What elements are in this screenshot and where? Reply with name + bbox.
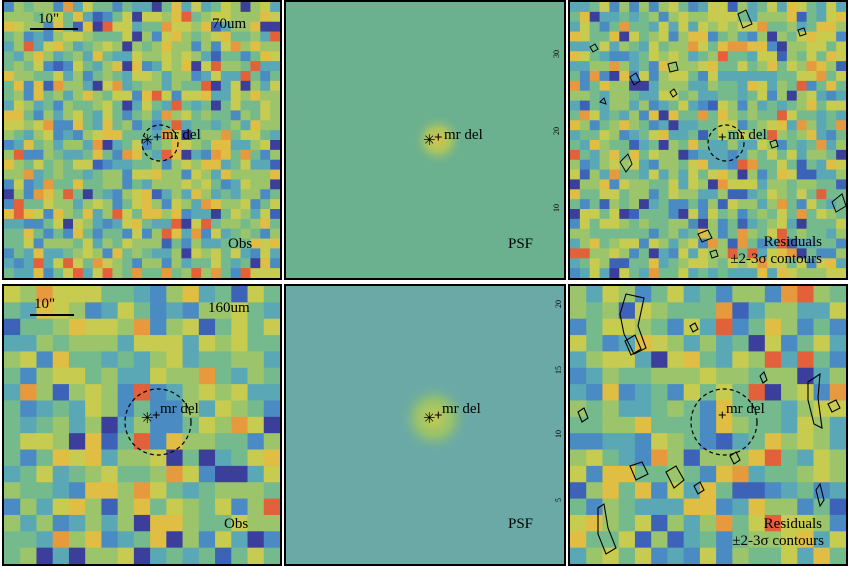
residuals-160um-panel: + mr del Residuals ±2-3σ contours xyxy=(568,284,848,566)
asterisk-icon: ✳ xyxy=(423,133,436,149)
panel-label: Residuals xyxy=(763,516,822,532)
plus-icon: + xyxy=(434,130,443,146)
plus-icon: + xyxy=(718,130,727,146)
aperture-circle xyxy=(124,388,192,456)
obs-70um-panel: 10" 70um ✳ + mr del Obs xyxy=(2,0,282,280)
aperture-circle xyxy=(707,124,745,162)
panel-label: Obs xyxy=(228,236,253,252)
axis-tick: 20 xyxy=(554,300,563,308)
source-name: mr del xyxy=(444,127,483,143)
obs-160um-map xyxy=(4,286,280,564)
psf-160um-panel: 20 15 10 5 ✳ + mr del PSF xyxy=(284,284,566,566)
psf-70um-image xyxy=(286,2,564,278)
contour-overlay xyxy=(577,293,841,555)
aperture-circle xyxy=(690,388,758,456)
source-name: mr del xyxy=(160,401,199,417)
psf-70um-panel: 30 20 10 ✳ + mr del PSF xyxy=(284,0,566,280)
plus-icon: + xyxy=(718,408,727,424)
band-label: 160um xyxy=(208,300,250,316)
source-name: mr del xyxy=(162,127,201,143)
residuals-160um-map xyxy=(570,286,846,564)
source-name: mr del xyxy=(442,401,481,417)
panel-sublabel: ±2-3σ contours xyxy=(730,251,822,267)
asterisk-icon: ✳ xyxy=(141,411,154,427)
plus-icon: + xyxy=(153,130,162,146)
panel-label: Obs xyxy=(224,516,249,532)
axis-tick: 15 xyxy=(554,366,563,374)
scale-bar-label: 10" xyxy=(34,296,56,312)
obs-160um-panel: 10" 160um ✳ + mr del Obs xyxy=(2,284,282,566)
axis-tick: 30 xyxy=(552,50,561,58)
source-name: mr del xyxy=(726,401,765,417)
panel-label: PSF xyxy=(508,236,534,252)
band-label: 70um xyxy=(212,16,247,32)
panel-label: Residuals xyxy=(763,234,822,250)
panel-label: PSF xyxy=(508,516,534,532)
asterisk-icon: ✳ xyxy=(141,133,154,149)
contour-overlay xyxy=(589,9,846,259)
scale-bar xyxy=(30,28,78,30)
plus-icon: + xyxy=(152,408,161,424)
axis-tick: 20 xyxy=(552,127,561,135)
source-name: mr del xyxy=(728,127,767,143)
scale-bar-label: 10" xyxy=(38,11,60,27)
axis-tick: 10 xyxy=(552,204,561,212)
panel-sublabel: ±2-3σ contours xyxy=(732,533,824,549)
asterisk-icon: ✳ xyxy=(423,411,436,427)
scale-bar xyxy=(30,314,74,316)
plus-icon: + xyxy=(434,408,443,424)
aperture-circle xyxy=(141,124,179,162)
axis-tick: 5 xyxy=(554,498,563,502)
axis-tick: 10 xyxy=(554,430,563,438)
residuals-70um-panel: + mr del Residuals ±2-3σ contours xyxy=(568,0,848,280)
psf-160um-image xyxy=(286,286,564,564)
obs-70um-map xyxy=(4,2,280,278)
